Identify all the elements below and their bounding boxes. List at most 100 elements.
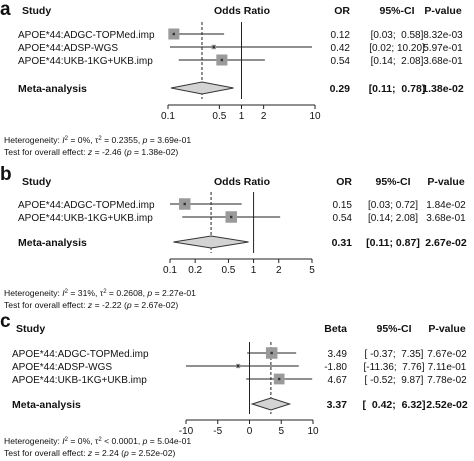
estimate-value: 0.42 xyxy=(331,43,351,54)
x-axis-tick-label: 10 xyxy=(309,111,321,122)
study-name: APOE*44:UKB-1KG+UKB.imp xyxy=(18,56,153,67)
pvalue: 8.32e-03 xyxy=(423,30,463,41)
panel-letter: b xyxy=(0,164,12,185)
point-estimate-marker xyxy=(230,215,233,219)
overall-effect-test-note: Test for overall effect: z = -2.22 (p = … xyxy=(4,300,178,310)
plot-header: Odds Ratio xyxy=(214,5,270,17)
panel-a: a Study Odds Ratio OR 95%-CI P-value APO… xyxy=(0,0,464,157)
study-name: APOE*44:ADGC-TOPMed.imp xyxy=(12,349,149,360)
meta-ci-value: [0.11; 0.87] xyxy=(366,237,420,249)
estimate-value: 0.15 xyxy=(333,200,353,211)
ci-header: 95%-CI xyxy=(376,323,411,335)
meta-analysis-label: Meta-analysis xyxy=(18,83,87,95)
estimate-value: 3.49 xyxy=(328,349,348,360)
estimate-header: OR xyxy=(334,5,350,17)
x-axis-tick-label: -5 xyxy=(213,426,222,437)
panel-b: b Study Odds Ratio OR 95%-CI P-value APO… xyxy=(0,164,467,310)
x-axis-tick-label: 0.1 xyxy=(163,265,177,276)
ci-header: 95%-CI xyxy=(379,5,414,17)
pvalue: 3.68e-01 xyxy=(426,213,466,224)
ci-value: [0.03; 0.58] xyxy=(371,30,424,41)
forest-plot-area: 0.1 0.5 1 2 10 xyxy=(161,22,321,122)
ci-value: [0.14; 2.08] xyxy=(368,213,418,224)
overall-effect-test-note: Test for overall effect: z = 2.24 (p = 2… xyxy=(4,448,175,458)
point-estimate-marker xyxy=(236,364,240,368)
panel-letter: c xyxy=(0,311,11,332)
pvalue: 7.67e-02 xyxy=(427,349,467,360)
pvalue: 3.68e-01 xyxy=(423,56,463,67)
meta-estimate-value: 0.31 xyxy=(332,237,353,249)
overall-effect-test-note: Test for overall effect: z = -2.46 (p = … xyxy=(4,147,178,157)
x-axis-tick-label: 1 xyxy=(251,265,257,276)
meta-ci-value: [0.11; 0.78] xyxy=(369,83,426,95)
point-estimate-marker xyxy=(220,58,224,62)
meta-analysis-diamond xyxy=(173,235,249,249)
x-axis-tick-label: 2 xyxy=(276,265,282,276)
estimate-header: Beta xyxy=(324,323,347,335)
meta-ci-value: [ 0.42; 6.32] xyxy=(362,399,425,411)
study-name: APOE*44:ADSP-WGS xyxy=(12,362,112,373)
x-axis-tick-label: 5 xyxy=(278,426,284,437)
pvalue: 5.97e-01 xyxy=(423,43,463,54)
x-axis-tick-label: 0.5 xyxy=(212,111,226,122)
x-axis-tick-label: 2 xyxy=(261,111,267,122)
study-name: APOE*44:UKB-1KG+UKB.imp xyxy=(18,213,153,224)
x-axis-tick-label: -10 xyxy=(179,426,194,437)
estimate-value: 0.12 xyxy=(331,30,351,41)
estimate-value: 0.54 xyxy=(333,213,353,224)
point-estimate-marker xyxy=(172,32,176,36)
meta-analysis-label: Meta-analysis xyxy=(12,399,81,411)
estimate-value: -1.80 xyxy=(324,362,347,373)
ci-value: [-11.36; 7.76] xyxy=(364,362,425,373)
meta-pvalue: 1.38e-02 xyxy=(422,83,464,95)
study-name: APOE*44:ADGC-TOPMed.imp xyxy=(18,30,155,41)
pvalue: 7.78e-02 xyxy=(427,375,467,386)
ci-value: [0.14; 2.08] xyxy=(371,56,424,67)
x-axis-tick-label: 5 xyxy=(309,265,315,276)
x-axis-tick-label: 0 xyxy=(247,426,253,437)
heterogeneity-note: Heterogeneity: I2 = 0%, τ2 = 0.2355, p =… xyxy=(4,135,191,145)
point-estimate-marker xyxy=(270,351,273,355)
forest-plot-area: -10 -5 0 5 10 xyxy=(179,342,319,437)
pvalue: 1.84e-02 xyxy=(426,200,466,211)
meta-estimate-value: 3.37 xyxy=(327,399,348,411)
meta-analysis-diamond xyxy=(170,81,234,95)
ci-value: [0.03; 0.72] xyxy=(368,200,418,211)
pvalue: 7.11e-01 xyxy=(428,362,467,373)
pvalue-header: P-value xyxy=(428,323,466,335)
study-name: APOE*44:UKB-1KG+UKB.imp xyxy=(12,375,147,386)
plot-header: Odds Ratio xyxy=(214,176,270,188)
x-axis-tick-label: 1 xyxy=(239,111,245,122)
heterogeneity-note: Heterogeneity: I2 = 31%, τ2 = 0.2608, p … xyxy=(4,288,196,298)
point-estimate-marker xyxy=(212,45,216,49)
panel-letter: a xyxy=(0,0,11,20)
meta-analysis-diamond xyxy=(250,397,292,411)
panel-c: c Study Beta 95%-CI P-value APOE*44:ADGC… xyxy=(0,311,468,458)
study-name: APOE*44:ADSP-WGS xyxy=(18,43,118,54)
ci-value: [0.02; 10.20] xyxy=(369,43,425,54)
heterogeneity-note: Heterogeneity: I2 = 0%, τ2 < 0.0001, p =… xyxy=(4,436,191,446)
x-axis-tick-label: 0.2 xyxy=(188,265,202,276)
x-axis-tick-label: 0.1 xyxy=(161,111,175,122)
meta-analysis-label: Meta-analysis xyxy=(18,237,87,249)
point-estimate-marker xyxy=(183,202,186,206)
x-axis-tick-label: 10 xyxy=(307,426,319,437)
x-axis-tick-label: 0.5 xyxy=(221,265,235,276)
estimate-value: 4.67 xyxy=(328,375,348,386)
meta-pvalue: 2.67e-02 xyxy=(425,237,467,249)
study-name: APOE*44:ADGC-TOPMed.imp xyxy=(18,200,155,211)
study-header: Study xyxy=(22,176,51,188)
ci-value: [ -0.52; 9.87] xyxy=(365,375,424,386)
estimate-header: OR xyxy=(336,176,352,188)
study-header: Study xyxy=(16,323,45,335)
meta-estimate-value: 0.29 xyxy=(330,83,351,95)
ci-value: [ -0.37; 7.35] xyxy=(365,349,424,360)
study-header: Study xyxy=(22,5,51,17)
meta-pvalue: 2.52e-02 xyxy=(426,399,468,411)
pvalue-header: P-value xyxy=(424,5,462,17)
pvalue-header: P-value xyxy=(427,176,465,188)
forest-plot-area: 0.1 0.2 0.5 1 2 5 xyxy=(163,192,315,276)
estimate-value: 0.54 xyxy=(331,56,351,67)
ci-header: 95%-CI xyxy=(375,176,410,188)
